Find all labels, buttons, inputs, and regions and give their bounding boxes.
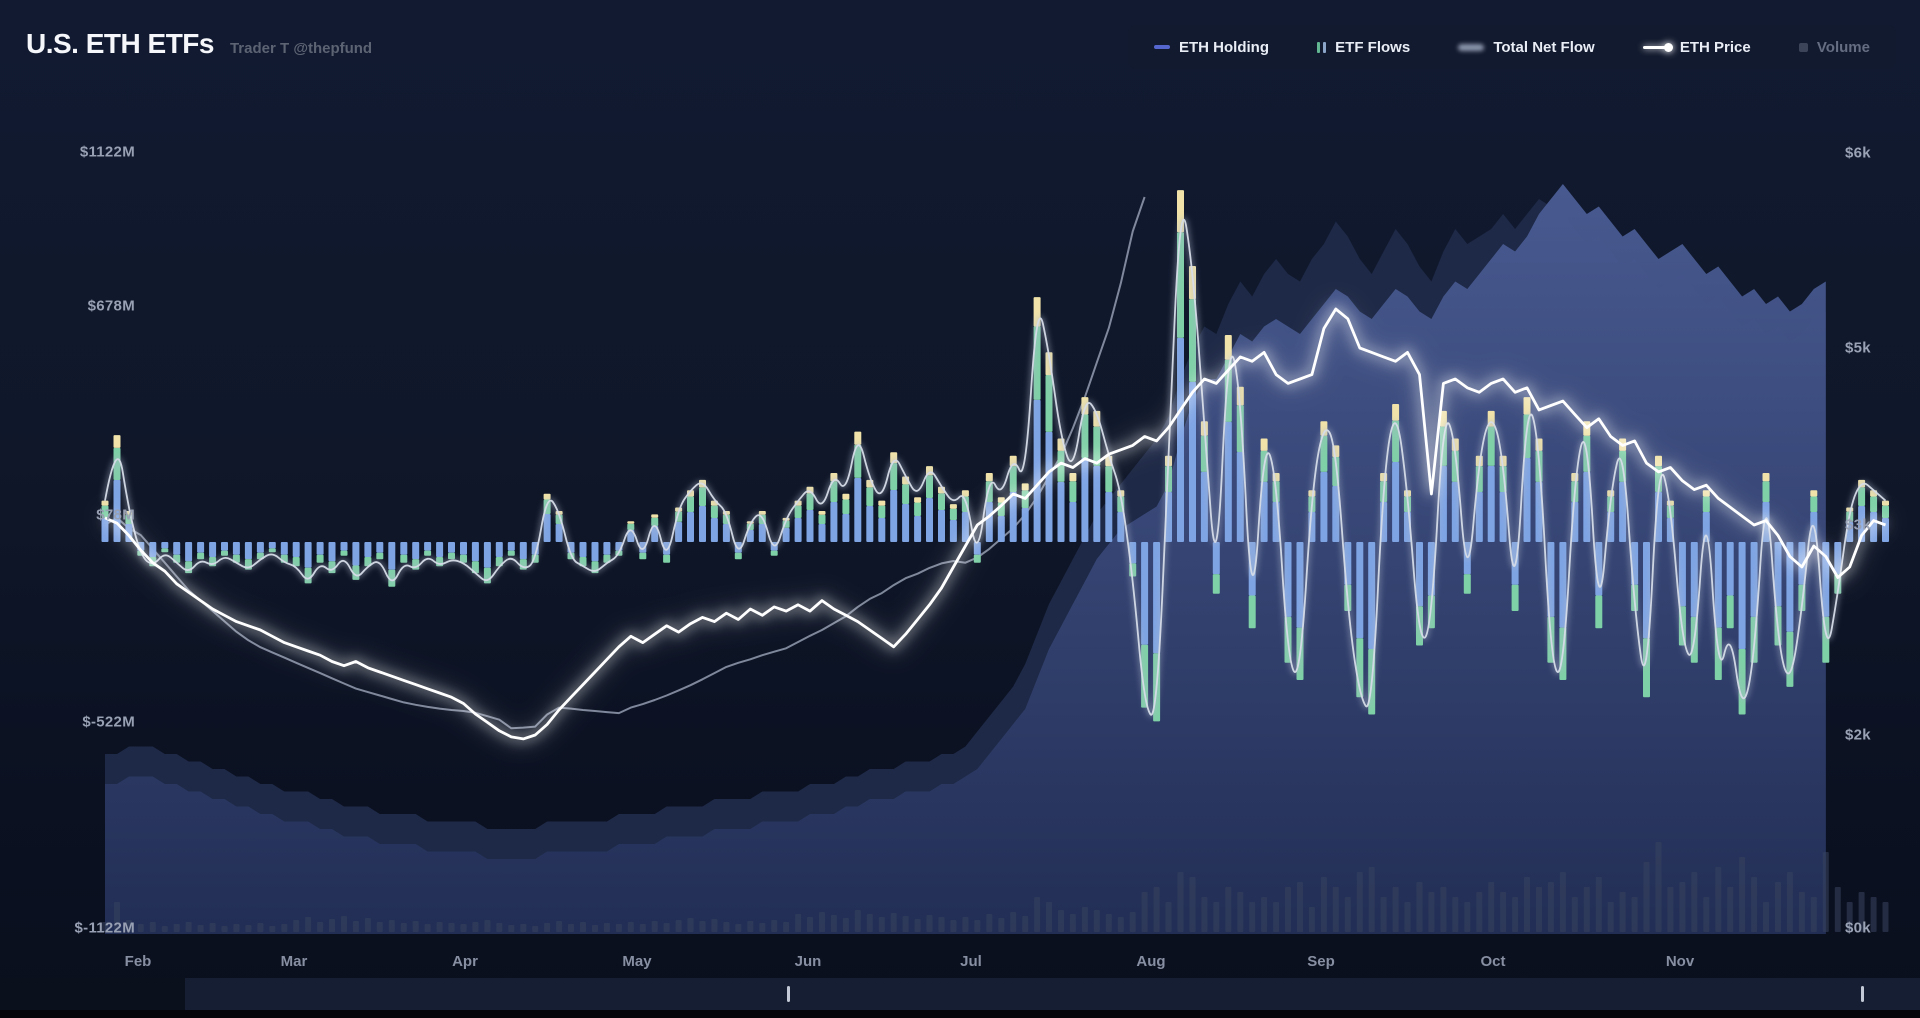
- net-flow-envelope-line: [104, 218, 1887, 716]
- x-axis-month-label: Nov: [1665, 953, 1695, 970]
- legend-label: ETH Price: [1679, 38, 1751, 56]
- volume-square-icon: [1798, 42, 1808, 52]
- y-axis-right-label: $0k: [1845, 919, 1871, 937]
- x-axis-month-label: Feb: [124, 953, 152, 970]
- legend-label: Volume: [1816, 38, 1870, 56]
- y-axis-right-label: $6k: [1845, 144, 1871, 162]
- eth-price-line: [104, 307, 1886, 741]
- legend-item-eth-holding[interactable]: ETH Holding: [1154, 39, 1269, 56]
- x-axis-month-label: Oct: [1480, 953, 1506, 970]
- x-axis-month-label: Jun: [794, 953, 822, 970]
- navigator-dark-segment: [0, 978, 185, 1010]
- netflow-dash-icon: [1458, 43, 1485, 51]
- bottom-edge-bar: [0, 1010, 1920, 1018]
- y-axis-right-label: $5k: [1845, 339, 1871, 357]
- legend-item-volume[interactable]: Volume: [1798, 38, 1870, 56]
- x-axis-month-label: Aug: [1136, 953, 1166, 970]
- page-title: U.S. ETH ETFs: [26, 28, 214, 59]
- x-axis-month-label: Mar: [280, 953, 308, 970]
- y-axis-left-label: $-522M: [82, 713, 135, 731]
- holding-dash-icon: [1154, 45, 1170, 49]
- y-axis-left-label: $-1122M: [74, 919, 135, 937]
- page-subtitle: Trader T @thepfund: [229, 40, 373, 57]
- legend-item-eth-price[interactable]: ETH Price: [1642, 38, 1751, 56]
- y-axis-right-label: $2k: [1845, 726, 1871, 744]
- navigator-handle-right[interactable]: [1861, 986, 1864, 1002]
- navigator-strip[interactable]: [0, 978, 1920, 1010]
- flow-bars-icon: [1317, 41, 1327, 53]
- legend-label: Total Net Flow: [1493, 38, 1595, 56]
- x-axis-month-label: Sep: [1307, 953, 1335, 970]
- y-axis-left-label: $1122M: [79, 143, 135, 161]
- navigator-handle-left[interactable]: [787, 986, 790, 1002]
- y-axis-right-label: $3k: [1845, 516, 1871, 534]
- header: U.S. ETH ETFs Trader T @thepfund: [26, 28, 372, 60]
- legend-item-total-net-flow[interactable]: Total Net Flow: [1458, 38, 1595, 56]
- volume-bars: [102, 842, 1889, 932]
- y-axis-left-label: $78M: [96, 506, 135, 524]
- x-axis-month-label: Apr: [452, 953, 478, 970]
- legend-label: ETF Flows: [1335, 38, 1411, 56]
- total-net-flow-cumulative-line: [104, 196, 1146, 730]
- legend: ETH Holding ETF Flows Total Net Flow ETH…: [1128, 25, 1896, 69]
- y-axis-left-label: $678M: [87, 297, 135, 315]
- x-axis-month-label: Jul: [960, 953, 982, 970]
- legend-item-etf-flows[interactable]: ETF Flows: [1317, 39, 1410, 56]
- eth-holding-area: [105, 184, 1826, 934]
- legend-label: ETH Holding: [1179, 38, 1269, 56]
- x-axis-month-label: May: [622, 953, 652, 970]
- price-line-icon: [1642, 42, 1673, 52]
